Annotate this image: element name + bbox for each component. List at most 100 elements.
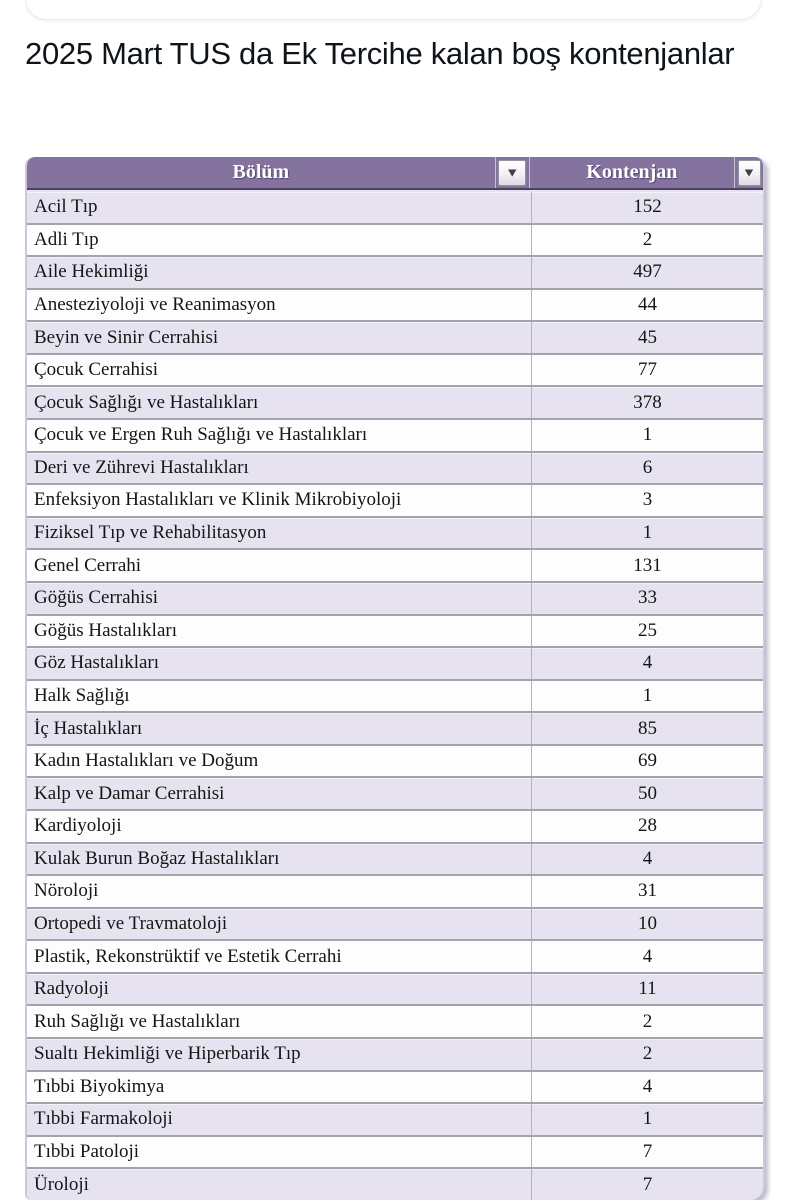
department-cell: Çocuk Sağlığı ve Hastalıkları — [27, 387, 532, 419]
department-cell: Ruh Sağlığı ve Hastalıkları — [27, 1006, 532, 1038]
department-cell: Kadın Hastalıkları ve Doğum — [27, 745, 532, 777]
department-cell: Deri ve Zührevi Hastalıkları — [27, 452, 532, 484]
table-row: Halk Sağlığı 1 — [27, 678, 763, 712]
department-cell: Anesteziyoloji ve Reanimasyon — [27, 289, 532, 321]
department-cell: Plastik, Rekonstrüktif ve Estetik Cerrah… — [27, 941, 532, 972]
table-row: Nöroloji 31 — [27, 874, 763, 907]
quota-cell: 378 — [532, 387, 763, 418]
quota-cell: 4 — [532, 648, 763, 679]
quota-cell: 7 — [532, 1137, 763, 1168]
quota-cell: 1 — [532, 1104, 763, 1135]
table-row: Radyoloji 11 — [27, 971, 763, 1005]
table-row: Plastik, Rekonstrüktif ve Estetik Cerrah… — [27, 939, 763, 972]
department-cell: Kardiyoloji — [27, 810, 532, 842]
quota-cell: 4 — [532, 844, 763, 875]
quota-cell: 4 — [532, 941, 763, 972]
department-cell: Aile Hekimliği — [27, 257, 532, 288]
table-header-row: Bölüm ▼ Kontenjan ▼ — [27, 157, 763, 190]
quota-cell: 45 — [532, 322, 763, 353]
quota-cell: 10 — [532, 909, 763, 940]
table-row: Kulak Burun Boğaz Hastalıkları 4 — [27, 841, 763, 875]
department-cell: Göğüs Hastalıkları — [27, 615, 532, 647]
department-cell: Genel Cerrahi — [27, 550, 532, 581]
quota-cell: 4 — [532, 1072, 763, 1103]
department-cell: Acil Tıp — [27, 192, 532, 223]
table-row: Kalp ve Damar Cerrahisi 50 — [27, 776, 763, 809]
quota-filter-button[interactable]: ▼ — [737, 159, 761, 186]
quota-cell: 1 — [532, 518, 763, 549]
table-row: Fiziksel Tıp ve Rehabilitasyon 1 — [27, 515, 763, 549]
department-cell: Fiziksel Tıp ve Rehabilitasyon — [27, 517, 532, 549]
quota-cell: 11 — [532, 974, 763, 1005]
quota-cell: 77 — [532, 355, 763, 386]
quota-cell: 2 — [532, 225, 763, 256]
department-filter-button[interactable]: ▼ — [498, 159, 527, 186]
department-cell: Ortopedi ve Travmatoloji — [27, 908, 532, 940]
table-row: Çocuk ve Ergen Ruh Sağlığı ve Hastalıkla… — [27, 418, 763, 451]
quota-cell: 69 — [532, 746, 763, 777]
department-cell: Tıbbi Farmakoloji — [27, 1104, 532, 1135]
quota-cell: 25 — [532, 616, 763, 647]
table-row: Çocuk Sağlığı ve Hastalıkları 378 — [27, 385, 763, 419]
previous-card-bottom-edge — [25, 0, 762, 20]
quota-cell: 31 — [532, 876, 763, 907]
quota-cell: 44 — [532, 290, 763, 321]
department-cell: Nöroloji — [27, 876, 532, 907]
department-cell: Çocuk Cerrahisi — [27, 354, 532, 386]
table-row: Beyin ve Sinir Cerrahisi 45 — [27, 320, 763, 353]
quota-table: Bölüm ▼ Kontenjan ▼ Acil Tıp 152 Adli Tıp 2… — [25, 157, 765, 1200]
table-row: Tıbbi Biyokimya 4 — [27, 1069, 763, 1103]
table-row: Ortopedi ve Travmatoloji 10 — [27, 906, 763, 940]
department-cell: Enfeksiyon Hastalıkları ve Klinik Mikrob… — [27, 485, 532, 516]
department-cell: Kulak Burun Boğaz Hastalıkları — [27, 843, 532, 875]
filter-dropdown-icon: ▼ — [744, 166, 754, 179]
table-row: Acil Tıp 152 — [27, 190, 763, 223]
department-cell: Çocuk ve Ergen Ruh Sağlığı ve Hastalıkla… — [27, 420, 532, 451]
quota-cell: 2 — [532, 1006, 763, 1037]
department-cell: Kalp ve Damar Cerrahisi — [27, 778, 532, 809]
table-row: Tıbbi Patoloji 7 — [27, 1134, 763, 1168]
department-cell: Göğüs Cerrahisi — [27, 582, 532, 614]
table-row: Ruh Sağlığı ve Hastalıkları 2 — [27, 1004, 763, 1038]
department-filter-cell: ▼ — [495, 157, 530, 188]
quota-cell: 7 — [532, 1169, 763, 1200]
quota-cell: 1 — [532, 420, 763, 451]
quota-filter-cell: ▼ — [735, 157, 763, 188]
column-header-quota: Kontenjan — [529, 157, 736, 188]
department-cell: Radyoloji — [27, 973, 532, 1005]
department-cell: Tıbbi Patoloji — [27, 1136, 532, 1168]
table-row: Göz Hastalıkları 4 — [27, 646, 763, 679]
quota-cell: 131 — [532, 550, 763, 581]
department-cell: Tıbbi Biyokimya — [27, 1071, 532, 1103]
post-title: 2025 Mart TUS da Ek Tercihe kalan boş ko… — [25, 36, 735, 71]
table-row: Tıbbi Farmakoloji 1 — [27, 1102, 763, 1135]
table-row: Genel Cerrahi 131 — [27, 548, 763, 581]
column-header-department: Bölüm — [27, 157, 496, 188]
quota-cell: 6 — [532, 453, 763, 484]
table-row: Sualtı Hekimliği ve Hiperbarik Tıp 2 — [27, 1037, 763, 1070]
filter-dropdown-icon: ▼ — [507, 166, 517, 179]
quota-cell: 85 — [532, 713, 763, 744]
table-row: Göğüs Cerrahisi 33 — [27, 580, 763, 614]
table-row: Deri ve Zührevi Hastalıkları 6 — [27, 450, 763, 484]
department-cell: Beyin ve Sinir Cerrahisi — [27, 322, 532, 353]
table-row: Kadın Hastalıkları ve Doğum 69 — [27, 743, 763, 777]
table-row: Adli Tıp 2 — [27, 222, 763, 256]
quota-cell: 50 — [532, 778, 763, 809]
quota-cell: 3 — [532, 485, 763, 516]
department-cell: İç Hastalıkları — [27, 713, 532, 744]
table-row: Enfeksiyon Hastalıkları ve Klinik Mikrob… — [27, 483, 763, 516]
department-cell: Sualtı Hekimliği ve Hiperbarik Tıp — [27, 1039, 532, 1070]
table-body: Acil Tıp 152 Adli Tıp 2 Aile Hekimliği 497 Ane… — [27, 190, 763, 1200]
department-cell: Halk Sağlığı — [27, 680, 532, 712]
quota-cell: 2 — [532, 1039, 763, 1070]
quota-cell: 1 — [532, 681, 763, 712]
department-cell: Göz Hastalıkları — [27, 648, 532, 679]
department-cell: Adli Tıp — [27, 224, 532, 256]
quota-cell: 28 — [532, 811, 763, 842]
table-row: Anesteziyoloji ve Reanimasyon 44 — [27, 287, 763, 321]
quota-cell: 33 — [532, 583, 763, 614]
quota-cell: 152 — [532, 192, 763, 223]
table-row: İç Hastalıkları 85 — [27, 711, 763, 744]
table-row: Aile Hekimliği 497 — [27, 255, 763, 288]
